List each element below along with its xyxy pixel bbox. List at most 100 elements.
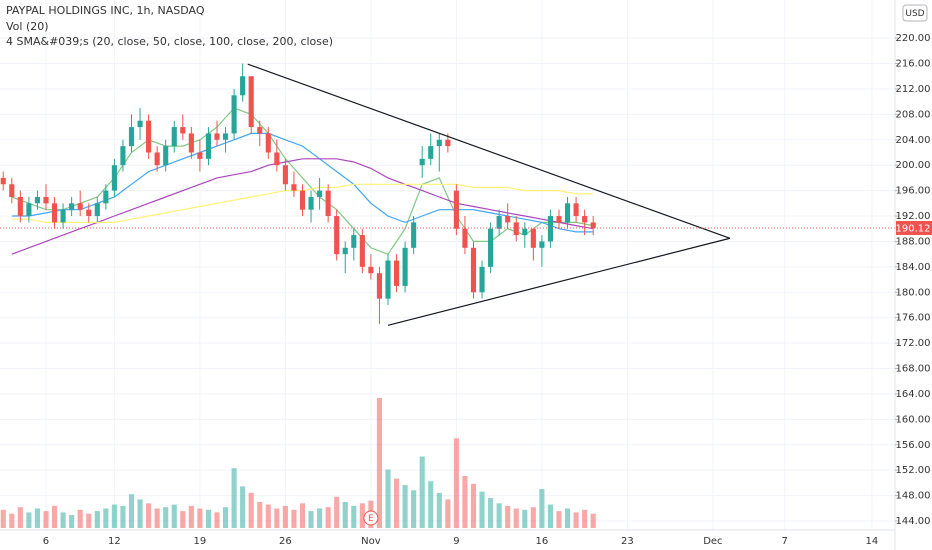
- volume-bar: [402, 485, 408, 528]
- candle-body: [342, 247, 348, 255]
- volume-bar: [146, 503, 152, 528]
- volume-bar: [231, 468, 237, 528]
- currency-badge[interactable]: [902, 4, 928, 22]
- candle-body: [564, 203, 571, 223]
- candle-body: [43, 196, 49, 204]
- last-price-label: 190.12: [896, 223, 931, 234]
- volume-bar: [291, 509, 297, 528]
- candle-body: [26, 203, 32, 217]
- candle-body: [248, 76, 254, 128]
- volume-bar: [282, 505, 288, 528]
- volume-bar: [26, 512, 32, 528]
- candle-body: [240, 76, 246, 96]
- x-tick-label: 12: [108, 536, 121, 547]
- candle-body: [488, 228, 494, 267]
- x-tick-label: 19: [194, 536, 207, 547]
- candle-body: [274, 152, 280, 166]
- volume-bar: [530, 507, 536, 528]
- candle-body: [445, 139, 451, 147]
- y-tick-label: 192.00: [896, 211, 931, 222]
- candle-body: [505, 216, 511, 223]
- candle-body: [146, 120, 152, 153]
- volume-legend: Vol (20): [6, 20, 49, 33]
- volume-bar: [274, 508, 280, 528]
- candle-body: [368, 266, 374, 274]
- volume-bar: [513, 508, 519, 528]
- volume-bar: [522, 509, 528, 528]
- y-tick-label: 160.00: [896, 414, 931, 425]
- volume-bar: [317, 508, 323, 528]
- candle-body: [180, 127, 186, 134]
- candle-body: [51, 203, 58, 223]
- volume-bar: [17, 507, 23, 528]
- volume-bar: [462, 476, 468, 528]
- candle-body: [222, 133, 229, 140]
- volume-bar: [539, 489, 545, 528]
- candle-body: [376, 273, 383, 299]
- volume-bar: [248, 492, 254, 528]
- candle-body: [60, 209, 66, 223]
- candle-body: [479, 266, 485, 293]
- volume-bar: [163, 507, 169, 528]
- candle-body: [9, 184, 15, 197]
- candle-body: [385, 260, 391, 299]
- volume-bar: [171, 504, 177, 528]
- volume-bar: [428, 481, 434, 528]
- x-tick-label: 6: [43, 536, 49, 547]
- volume-bar: [9, 513, 15, 528]
- volume-bar: [0, 509, 6, 528]
- currency-label: USD: [905, 9, 924, 19]
- volume-bar: [419, 456, 425, 528]
- candle-body: [77, 203, 83, 210]
- volume-bar: [385, 469, 391, 528]
- volume-bar: [411, 490, 417, 528]
- candle-body: [291, 184, 297, 191]
- candle-body: [128, 127, 135, 147]
- y-tick-label: 216.00: [896, 59, 931, 70]
- candle-body: [69, 203, 75, 210]
- y-tick-label: 220.00: [896, 33, 931, 44]
- volume-bar: [240, 486, 246, 528]
- volume-bar: [94, 511, 100, 528]
- volume-bar: [590, 513, 596, 528]
- candle-body: [120, 146, 126, 166]
- candle-body: [197, 152, 203, 159]
- candle-body: [522, 228, 528, 236]
- volume-bar: [393, 478, 400, 528]
- y-tick-label: 164.00: [896, 389, 931, 400]
- last-price-box: [896, 220, 932, 235]
- candle-body: [419, 158, 425, 166]
- x-tick-label: Nov: [361, 536, 381, 547]
- candle-body: [0, 177, 6, 185]
- volume-bar: [154, 508, 160, 528]
- candle-body: [154, 152, 160, 166]
- volume-bar: [34, 508, 41, 528]
- volume-bar: [197, 508, 203, 528]
- volume-bar: [257, 502, 263, 528]
- volume-bar: [222, 507, 229, 528]
- candle-body: [351, 235, 357, 248]
- x-tick-label: 26: [279, 536, 292, 547]
- candle-body: [334, 216, 340, 255]
- volume-bar: [359, 503, 365, 528]
- candle-body: [436, 139, 442, 147]
- candle-body: [547, 216, 554, 242]
- chart-title: PAYPAL HOLDINGS INC, 1h, NASDAQ: [6, 4, 205, 17]
- volume-bar: [214, 512, 220, 528]
- candle-body: [402, 247, 408, 286]
- candle-body: [111, 165, 117, 191]
- volume-bar: [453, 438, 459, 528]
- volume-bar: [111, 504, 117, 528]
- y-tick-label: 152.00: [896, 465, 931, 476]
- candle-body: [573, 203, 579, 217]
- trendline: [387, 237, 731, 326]
- plot-area: E: [0, 63, 895, 528]
- volume-bar: [573, 512, 579, 528]
- candle-body: [411, 222, 417, 248]
- volume-bar: [470, 483, 477, 528]
- volume-bar: [69, 515, 75, 528]
- volume-bar: [103, 508, 109, 528]
- candle-body: [103, 190, 109, 204]
- volume-bar: [342, 502, 348, 528]
